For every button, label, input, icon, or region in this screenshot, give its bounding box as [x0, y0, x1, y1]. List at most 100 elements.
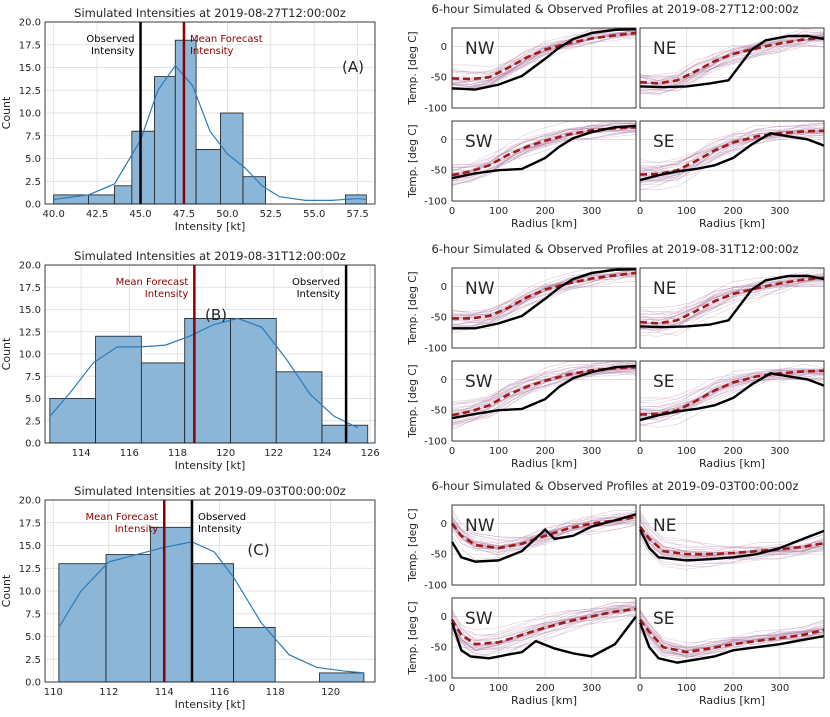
y-axis-label: Temp. [deg C] — [407, 31, 419, 105]
quadrant-label: SW — [465, 372, 493, 392]
panel-label: (C) — [247, 541, 269, 559]
mean-profile-line — [639, 36, 825, 85]
y-axis-label: Temp. [deg C] — [407, 508, 419, 582]
ensemble-line — [639, 624, 825, 656]
y-tick-label: 5.0 — [25, 632, 41, 643]
quadrant-label: NE — [653, 279, 676, 299]
histogram-bar — [220, 112, 244, 205]
quadrant-label: SW — [465, 132, 493, 152]
y-tick-label: -50 — [431, 550, 447, 561]
y-tick-label: 10.0 — [19, 350, 41, 361]
ensemble-line — [639, 612, 825, 652]
x-tick-label: 114 — [72, 448, 91, 459]
ensemble-line — [451, 361, 637, 411]
x-tick-label: 114 — [155, 687, 174, 698]
quadrant-label: SE — [653, 609, 675, 629]
observed-label: Observed Intensity — [86, 34, 134, 57]
x-tick-label: 112 — [99, 687, 118, 698]
ensemble-line — [451, 32, 637, 85]
x-tick-label: 300 — [770, 206, 789, 217]
observed-label-line: Intensity — [297, 289, 341, 300]
histogram-bar — [174, 39, 197, 205]
kde-curve — [53, 64, 367, 201]
y-tick-label: 10.0 — [19, 587, 41, 598]
x-tick-label: 200 — [536, 446, 555, 457]
observed-label-line: Intensity — [198, 524, 242, 535]
x-tick-label: 42.5 — [86, 209, 108, 220]
ensemble-line — [451, 129, 637, 169]
ensemble-line — [451, 516, 637, 541]
y-tick-label: 20.0 — [19, 18, 41, 29]
x-axis-label: Intensity [kt] — [175, 220, 246, 233]
y-tick-label: 5.0 — [25, 154, 41, 165]
ensemble-line — [639, 624, 825, 656]
x-axis-label: Radius [km] — [699, 457, 765, 470]
y-tick-label: 2.5 — [25, 177, 41, 188]
x-tick-label: 55.0 — [303, 209, 325, 220]
x-tick-label: 300 — [582, 206, 601, 217]
axes-frame — [44, 499, 376, 683]
x-axis-label: Radius [km] — [511, 694, 577, 707]
ensemble-line — [451, 513, 637, 560]
y-tick-label: 0 — [441, 135, 447, 146]
histogram-bar — [195, 148, 221, 205]
ensemble-line — [451, 122, 637, 185]
x-tick-label: 100 — [677, 683, 696, 694]
observed-profile-line — [639, 274, 825, 329]
ensemble-line — [451, 361, 637, 418]
ensemble-line — [451, 367, 637, 424]
ensemble-line — [451, 510, 637, 538]
ensemble-line — [639, 37, 825, 86]
ensemble-line — [451, 601, 637, 650]
ensemble-line — [639, 123, 825, 186]
ensemble-line — [451, 370, 637, 416]
ensemble-line — [639, 534, 825, 570]
y-tick-label: 0 — [441, 375, 447, 386]
y-tick-label: 2.5 — [25, 416, 41, 427]
ensemble-line — [639, 610, 825, 650]
quadrant-label: SE — [653, 132, 675, 152]
ensemble-line — [639, 35, 825, 92]
ensemble-line — [451, 30, 637, 75]
ensemble-line — [639, 45, 825, 77]
ensemble-line — [451, 32, 637, 84]
y-tick-label: 17.5 — [19, 518, 41, 529]
observed-label: Observed Intensity — [198, 512, 246, 535]
ensemble-line — [639, 622, 825, 656]
y-tick-label: 0 — [441, 42, 447, 53]
ensemble-line — [639, 513, 825, 553]
ensemble-line — [451, 360, 637, 431]
y-tick-label: 0 — [441, 612, 447, 623]
ensemble-line — [451, 371, 637, 402]
y-tick-label: 20.0 — [19, 261, 41, 272]
y-tick-label: 15.0 — [19, 541, 41, 552]
y-tick-label: 12.5 — [19, 327, 41, 338]
ensemble-line — [451, 131, 637, 165]
y-tick-label: 12.5 — [19, 86, 41, 97]
mean-forecast-label: Mean Forecast Intensity — [190, 34, 263, 57]
y-tick-label: -100 — [424, 674, 447, 685]
mean-profile-line — [638, 618, 825, 654]
mean-forecast-label-line: Mean Forecast — [85, 512, 158, 523]
observed-profile-line — [639, 372, 825, 422]
observed-label-line: Observed — [86, 34, 134, 45]
y-tick-label: -50 — [431, 73, 447, 84]
mean-forecast-label-line: Mean Forecast — [116, 277, 189, 288]
axes-frame — [451, 360, 637, 442]
ensemble-line — [451, 274, 637, 316]
y-tick-label: 12.5 — [19, 564, 41, 575]
x-tick-label: 124 — [312, 448, 331, 459]
ensemble-line — [639, 126, 825, 169]
ensemble-line — [451, 602, 637, 643]
ensemble-line — [451, 369, 637, 416]
ensemble-line — [639, 278, 825, 326]
x-tick-label: 0 — [449, 446, 455, 457]
observed-profile-line — [450, 513, 637, 563]
ensemble-line — [451, 516, 637, 548]
ensemble-line — [451, 606, 637, 651]
observed-label-line: Observed — [198, 512, 246, 523]
ensemble-line — [639, 531, 825, 559]
ensemble-line — [639, 39, 825, 92]
